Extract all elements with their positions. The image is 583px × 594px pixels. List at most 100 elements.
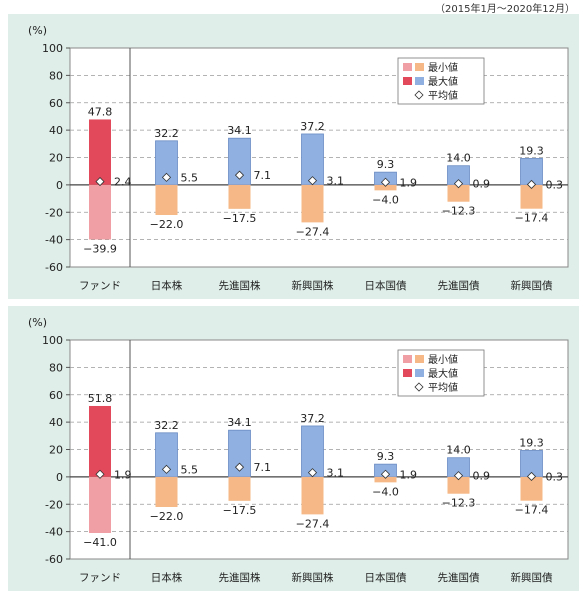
min-value-label: −27.4: [296, 517, 330, 530]
avg-value-label: 0.3: [546, 178, 564, 191]
x-category-label: 新興国株: [292, 571, 334, 584]
avg-value-label: 0.9: [473, 470, 491, 483]
max-value-label: 47.8: [88, 105, 113, 118]
y-tick-label: 60: [49, 389, 63, 402]
avg-value-label: 2.4: [114, 176, 132, 189]
bar-min: [301, 184, 324, 223]
chart-panel-1: 100 80 60 40 20 0 -20 -40 -60 (%) 47.8 −39.9 2.4 ファンド…: [8, 14, 579, 299]
x-category-label: 新興国株: [292, 279, 334, 292]
x-category-label: 先進国債: [438, 279, 480, 292]
y-tick-label: 80: [49, 361, 63, 374]
y-unit-label: (%): [28, 24, 47, 37]
min-value-label: −27.4: [296, 225, 330, 238]
y-unit-label: (%): [28, 316, 47, 329]
legend-swatch-min-asset: [415, 63, 424, 71]
bar-min: [374, 476, 397, 483]
legend-box: [397, 57, 485, 105]
legend-swatch-avg: [414, 382, 424, 392]
min-value-label: −17.5: [223, 504, 257, 517]
legend-box: [397, 349, 485, 397]
avg-marker: [380, 469, 391, 479]
legend-swatch-max-fund: [403, 369, 412, 377]
y-tick-label: 100: [42, 42, 63, 55]
bar-min: [155, 476, 178, 507]
bar-min: [155, 184, 178, 215]
avg-value-label: 0.3: [546, 470, 564, 483]
min-value-label: −4.0: [372, 193, 399, 206]
max-value-label: 37.2: [300, 120, 325, 133]
y-tick-label: 100: [42, 334, 63, 347]
min-value-label: −4.0: [372, 485, 399, 498]
y-tick-label: -20: [45, 498, 63, 511]
avg-value-label: 1.9: [114, 468, 132, 481]
max-value-label: 37.2: [300, 412, 325, 425]
legend-swatch-avg: [414, 90, 424, 100]
max-value-label: 34.1: [227, 124, 252, 137]
avg-value-label: 5.5: [181, 463, 199, 476]
avg-value-label: 0.9: [473, 178, 491, 191]
y-tick-label: 20: [49, 444, 63, 457]
max-value-label: 51.8: [88, 392, 113, 405]
max-value-label: 14.0: [446, 444, 471, 457]
avg-marker: [380, 177, 391, 187]
min-value-label: −12.3: [442, 205, 476, 218]
x-category-label: ファンド: [79, 280, 121, 292]
legend-swatch-max-asset: [415, 369, 424, 377]
avg-marker: [161, 464, 172, 474]
bar-min: [447, 184, 470, 202]
avg-marker: [95, 469, 105, 479]
legend-swatch-min-fund: [403, 355, 412, 363]
x-category-label: ファンド: [79, 572, 121, 584]
avg-value-label: 1.9: [400, 176, 418, 189]
avg-marker: [95, 177, 105, 187]
min-value-label: −17.5: [223, 212, 257, 225]
legend-label-min: 最小値: [428, 61, 458, 74]
min-value-label: −12.3: [442, 497, 476, 510]
y-tick-label: -20: [45, 206, 63, 219]
y-tick-label: -60: [45, 553, 63, 566]
legend-label-max: 最大値: [428, 367, 458, 380]
y-tick-label: 40: [49, 416, 63, 429]
y-tick-label: 20: [49, 152, 63, 165]
legend-label-avg: 平均値: [428, 89, 458, 102]
max-value-label: 32.2: [154, 127, 179, 140]
avg-value-label: 3.1: [327, 467, 345, 480]
bar-min: [447, 476, 470, 494]
legend-label-max: 最大値: [428, 75, 458, 88]
bar-min: [228, 476, 251, 501]
min-value-label: −22.0: [150, 218, 184, 231]
chart-panel-2: 100 80 60 40 20 0 -20 -40 -60 (%) 51.8 −41.0 1.9 ファンド…: [8, 306, 579, 591]
avg-marker: [234, 462, 245, 472]
legend-label-avg: 平均値: [428, 381, 458, 394]
x-category-label: 日本国債: [365, 279, 407, 292]
x-category-label: 日本国債: [365, 571, 407, 584]
legend-swatch-max-fund: [403, 77, 412, 85]
period-note: （2015年1月～2020年12月）: [435, 4, 575, 15]
avg-marker: [307, 176, 318, 186]
max-value-label: 19.3: [519, 436, 544, 449]
avg-marker: [307, 468, 318, 478]
chart-1: 100 80 60 40 20 0 -20 -40 -60 (%) 47.8 −39.9 2.4 ファンド…: [28, 24, 569, 292]
avg-marker: [526, 471, 537, 482]
y-tick-label: 0: [56, 471, 63, 484]
bar-min: [228, 184, 251, 209]
bar-max: [89, 119, 111, 185]
legend-swatch-min-asset: [415, 355, 424, 363]
y-tick-label: 80: [49, 69, 63, 82]
avg-value-label: 1.9: [400, 468, 418, 481]
x-category-label: 新興国債: [511, 279, 553, 292]
max-value-label: 9.3: [377, 450, 395, 463]
avg-value-label: 5.5: [181, 171, 199, 184]
min-value-label: −17.4: [515, 212, 549, 225]
y-tick-label: 0: [56, 179, 63, 192]
avg-value-label: 7.1: [254, 169, 272, 182]
min-value-label: −39.9: [83, 242, 117, 255]
bar-min: [520, 476, 543, 501]
max-value-label: 14.0: [446, 152, 471, 165]
min-value-label: −22.0: [150, 510, 184, 523]
bar-min: [89, 184, 111, 240]
avg-marker: [453, 179, 464, 189]
x-category-label: 先進国債: [438, 571, 480, 584]
x-category-label: 新興国債: [511, 571, 553, 584]
